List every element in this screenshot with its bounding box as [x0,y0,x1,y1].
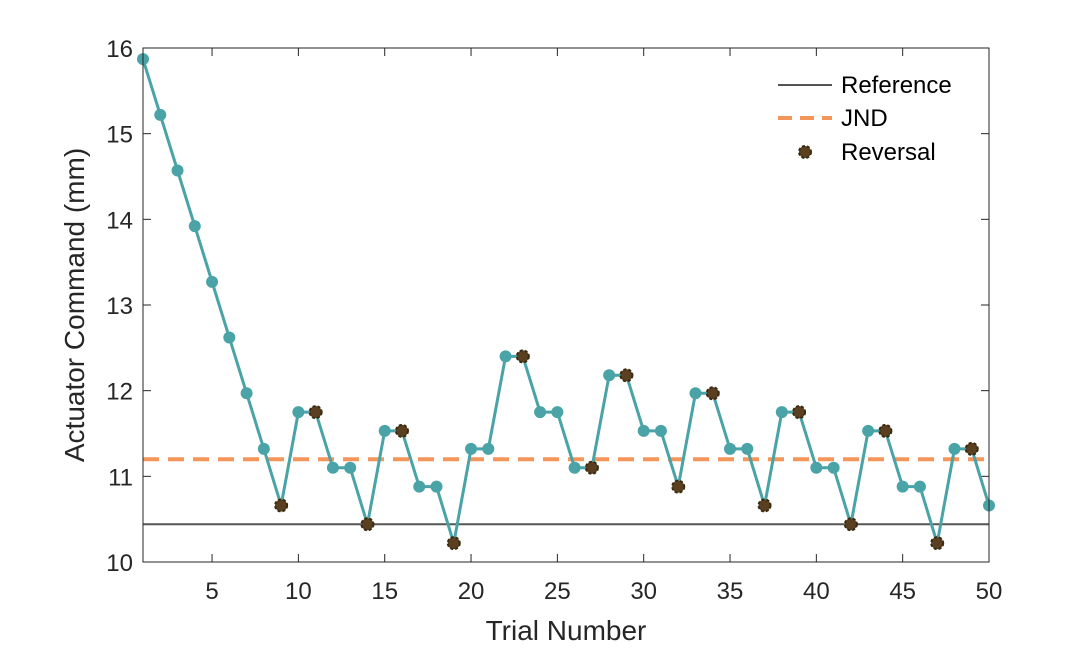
reversal-point [360,517,375,532]
trial-point [896,480,909,493]
trial-point [827,461,840,474]
trial-point [862,424,875,437]
reversal-point [394,423,409,438]
x-tick-label: 5 [205,578,218,605]
trial-point [689,387,702,400]
trial-point [603,369,616,382]
trial-point [257,442,270,455]
x-tick-label: 40 [803,578,830,605]
reversal-point [757,498,772,513]
legend-reference-label: Reference [841,72,952,99]
trial-point [499,350,512,363]
legend: Reference JND Reversal [778,72,952,166]
trial-point [430,480,443,493]
reversal-point [792,405,807,420]
trial-point [913,480,926,493]
reversal-point [878,423,893,438]
trial-point [741,442,754,455]
x-axis: 5 10 15 20 25 30 35 40 45 50 [205,48,1002,605]
trial-point [378,424,391,437]
y-axis: 10 11 12 13 14 15 16 [106,36,989,577]
x-tick-label: 25 [544,578,571,605]
reversal-point [584,460,599,475]
trial-point [292,406,305,419]
trial-point [534,406,547,419]
plot-background [143,48,989,562]
trial-point [948,442,961,455]
reversal-point [671,479,686,494]
y-tick-label: 16 [106,36,133,63]
legend-reversal-label: Reversal [841,139,936,166]
trial-point [206,275,219,288]
trial-point [637,424,650,437]
trial-point [724,442,737,455]
trial-point [775,406,788,419]
reversal-point [619,368,634,383]
reversal-point [446,536,461,551]
trial-point [344,461,357,474]
plot-frame [142,47,990,563]
trial-point [240,387,253,400]
y-tick-label: 13 [106,293,133,320]
trial-point [568,461,581,474]
trial-point [551,406,564,419]
reversal-point [274,498,289,513]
y-tick-label: 10 [106,550,133,577]
legend-jnd-label: JND [841,105,888,132]
legend-reversal-swatch [798,145,812,159]
reversal-point [843,517,858,532]
y-tick-label: 12 [106,379,133,406]
trial-point [413,480,426,493]
trial-point [654,424,667,437]
x-tick-label: 30 [630,578,657,605]
x-tick-label: 45 [889,578,916,605]
y-tick-label: 14 [106,207,133,234]
x-axis-label: Trial Number [486,615,647,646]
trial-point [171,164,184,177]
trial-point [188,220,201,233]
x-tick-label: 35 [717,578,744,605]
reversal-point [308,405,323,420]
x-tick-label: 50 [976,578,1003,605]
x-tick-label: 15 [371,578,398,605]
y-tick-label: 11 [108,464,133,491]
plot-markers [137,53,995,551]
y-axis-label: Actuator Command (mm) [59,148,90,462]
reversal-point [930,536,945,551]
x-tick-label: 20 [458,578,485,605]
trial-point [223,331,236,344]
reversal-point [515,349,530,364]
y-tick-label: 15 [106,122,133,149]
trial-point [482,442,495,455]
trial-point [154,108,167,121]
trial-point [465,442,478,455]
reversal-point [705,386,720,401]
x-tick-label: 10 [285,578,312,605]
trial-point [810,461,823,474]
staircase-line [141,58,991,545]
trial-point [326,461,339,474]
reversal-point [964,441,979,456]
